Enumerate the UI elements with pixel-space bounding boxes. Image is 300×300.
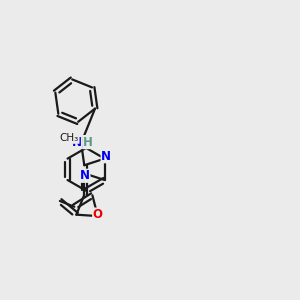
Text: N: N — [72, 136, 82, 148]
Text: N: N — [101, 150, 111, 163]
Text: CH₃: CH₃ — [60, 133, 79, 143]
Text: H: H — [83, 136, 93, 148]
Text: N: N — [80, 169, 90, 182]
Text: O: O — [93, 208, 103, 221]
